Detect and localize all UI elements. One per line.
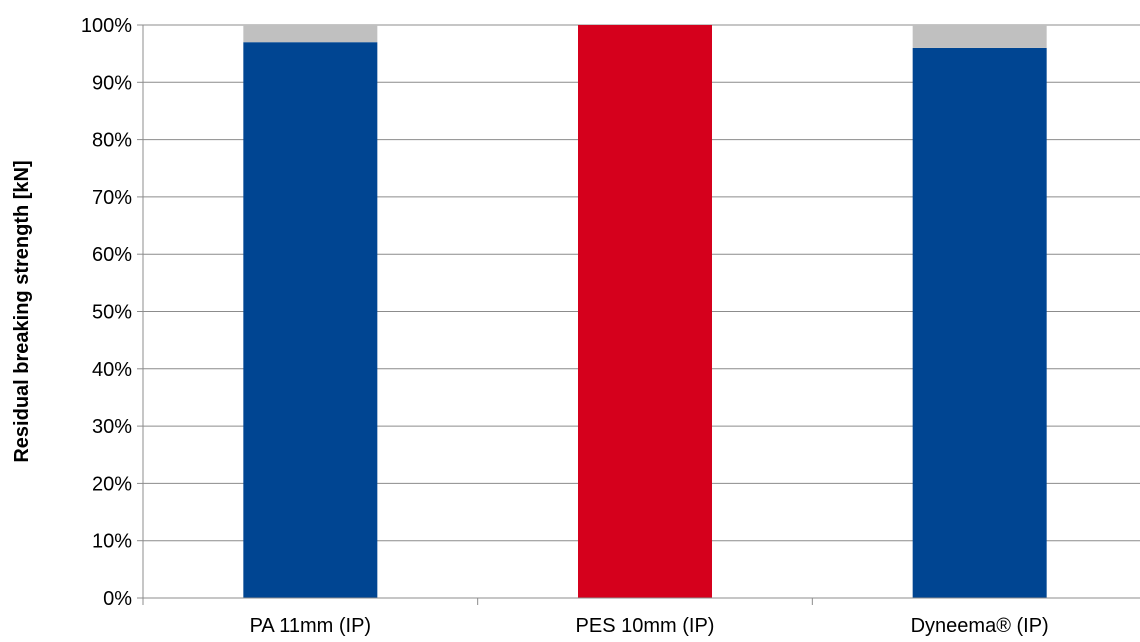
y-tick-labels: 0% 10% 20% 30% 40% 50% 60% 70% 80% 90% 100%: [81, 15, 132, 610]
y-tick-label: 30%: [92, 416, 132, 438]
y-tick-label: 10%: [92, 531, 132, 553]
y-tick-label: 50%: [92, 302, 132, 324]
bar-segment: [243, 25, 378, 43]
y-tick-label: 80%: [92, 130, 132, 152]
x-tick-label: Dyneema® (IP): [911, 615, 1049, 637]
y-tick-label: 70%: [92, 187, 132, 209]
axes: [137, 24, 1140, 605]
x-tick-labels: PA 11mm (IP) PES 10mm (IP) Dyneema® (IP): [250, 615, 1049, 637]
bar-segment: [243, 42, 378, 598]
x-tick-label: PA 11mm (IP): [250, 615, 372, 637]
y-axis-title: Residual breaking strength [kN]: [11, 160, 33, 462]
bar-segment: [912, 47, 1047, 599]
bars: [243, 25, 1047, 599]
y-tick-label: 100%: [81, 15, 132, 37]
y-tick-label: 60%: [92, 244, 132, 266]
y-tick-label: 40%: [92, 359, 132, 381]
bar-segment: [578, 25, 712, 598]
x-tick-label: PES 10mm (IP): [576, 615, 715, 637]
y-tick-label: 0%: [103, 588, 132, 610]
y-tick-label: 20%: [92, 473, 132, 495]
y-tick-label: 90%: [92, 72, 132, 94]
bar-segment: [912, 25, 1047, 48]
